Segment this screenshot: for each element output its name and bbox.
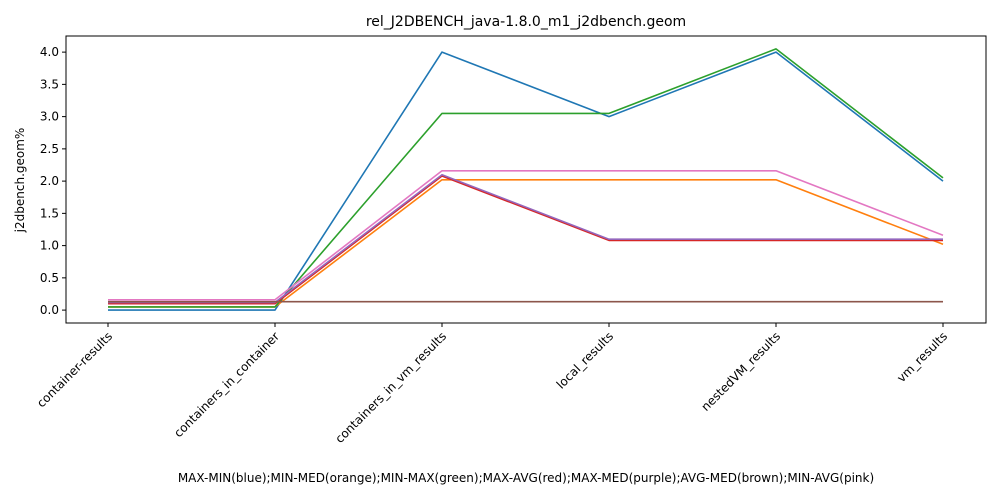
series-line-4 [108, 173, 943, 304]
x-tick-label: containers_in_container [171, 329, 282, 440]
x-tick-label: vm_results [894, 329, 950, 385]
series-line-0 [108, 51, 944, 311]
series-line-2 [108, 48, 944, 308]
x-tick-label: container-results [34, 329, 115, 410]
x-axis: container-results containers_in_container… [34, 323, 950, 446]
series-line-6 [108, 170, 944, 301]
x-axis-label: MAX-MIN(blue);MIN-MED(orange);MIN-MAX(gr… [178, 471, 874, 485]
x-tick-label: local_results [554, 329, 616, 391]
y-axis: 0.0 0.5 1.0 1.5 2.0 2.5 3.0 3.5 4.0 [40, 45, 66, 317]
y-tick-label: 4.0 [40, 45, 59, 59]
y-tick-label: 1.0 [40, 239, 59, 253]
series-line-3 [108, 175, 943, 305]
y-tick-label: 1.5 [40, 206, 59, 220]
series-line-1 [108, 179, 944, 308]
y-tick-label: 2.5 [40, 142, 59, 156]
y-axis-label: j2dbench.geom% [13, 128, 27, 234]
y-tick-label: 3.5 [40, 77, 59, 91]
x-tick-label: nestedVM_results [698, 329, 783, 414]
series-layer [108, 48, 944, 311]
y-tick-label: 3.0 [40, 110, 59, 124]
chart-title: rel_J2DBENCH_java-1.8.0_m1_j2dbench.geom [366, 14, 686, 30]
y-tick-label: 0.5 [40, 271, 59, 285]
x-tick-label: containers_in_vm_results [332, 329, 449, 446]
y-tick-label: 2.0 [40, 174, 59, 188]
plot-frame [65, 35, 987, 324]
y-tick-label: 0.0 [40, 303, 59, 317]
